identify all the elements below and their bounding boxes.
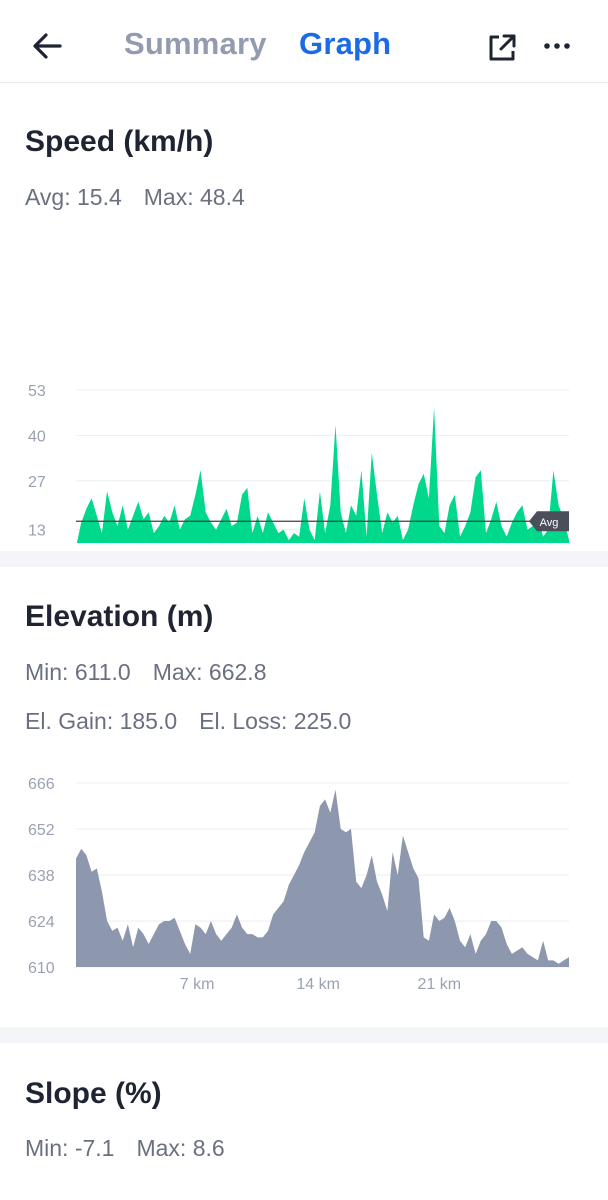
section-divider — [0, 551, 608, 567]
back-button[interactable] — [28, 26, 68, 66]
elevation-gain: El. Gain: 185.0 — [25, 708, 178, 734]
avg-marker — [529, 511, 569, 532]
slope-stats: Min: -7.1 Max: 8.6 — [25, 1135, 225, 1162]
more-dots-icon — [544, 43, 570, 49]
section-divider — [0, 1027, 608, 1043]
y-tick-label: 638 — [28, 868, 55, 885]
y-tick-label: 27 — [28, 474, 46, 491]
y-tick-label: 53 — [28, 383, 46, 400]
y-tick-label: 40 — [28, 428, 46, 445]
x-tick-label: 7 km — [180, 976, 215, 993]
elevation-min: Min: 611.0 — [25, 659, 131, 685]
y-tick-label: 666 — [28, 776, 55, 793]
avg-marker-label: Avg — [540, 517, 559, 529]
series-area — [76, 789, 569, 967]
speed-max: Max: 48.4 — [143, 184, 245, 210]
back-arrow-icon — [33, 33, 62, 59]
slope-min: Min: -7.1 — [25, 1135, 115, 1161]
top-bar: Summary Graph — [0, 0, 608, 83]
y-tick-label: 610 — [28, 960, 55, 977]
tab-summary[interactable]: Summary — [124, 26, 267, 61]
speed-stats: Avg: 15.4 Max: 48.4 — [25, 184, 245, 211]
x-tick-label: 14 km — [296, 976, 340, 993]
share-button[interactable] — [485, 31, 519, 65]
elevation-section: Elevation (m) Min: 611.0 Max: 662.8 El. G… — [0, 567, 608, 1027]
y-tick-label: 624 — [28, 914, 55, 931]
slope-section: Slope (%) Min: -7.1 Max: 8.6 — [0, 1043, 608, 1200]
y-tick-label: 13 — [28, 523, 46, 540]
tab-graph[interactable]: Graph — [299, 26, 392, 61]
slope-max: Max: 8.6 — [136, 1135, 225, 1161]
speed-avg: Avg: 15.4 — [25, 184, 122, 210]
slope-title: Slope (%) — [25, 1077, 162, 1110]
elevation-title: Elevation (m) — [25, 600, 214, 633]
elevation-chart: 610 624 638 652 666 7 km 14 km 21 km — [28, 776, 569, 993]
elevation-loss: El. Loss: 225.0 — [199, 708, 352, 734]
x-tick-label: 21 km — [417, 976, 461, 993]
series-area — [76, 407, 569, 543]
external-share-icon — [489, 34, 516, 61]
elevation-gain-loss: El. Gain: 185.0 El. Loss: 225.0 — [25, 708, 351, 735]
y-tick-label: 652 — [28, 822, 55, 839]
elevation-min-max: Min: 611.0 Max: 662.8 — [25, 659, 267, 686]
elevation-max: Max: 662.8 — [152, 659, 267, 685]
more-options-button[interactable] — [540, 31, 576, 61]
speed-title: Speed (km/h) — [25, 125, 214, 158]
